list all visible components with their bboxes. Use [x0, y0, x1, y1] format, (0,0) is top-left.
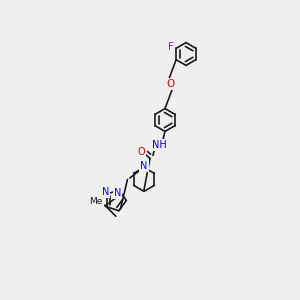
Text: F: F	[168, 42, 174, 52]
Text: N: N	[102, 187, 109, 197]
Text: NH: NH	[152, 140, 166, 150]
Text: N: N	[140, 161, 148, 171]
Text: N: N	[114, 188, 121, 197]
Text: O: O	[167, 79, 175, 89]
Text: Me: Me	[90, 197, 103, 206]
Text: O: O	[137, 146, 145, 157]
